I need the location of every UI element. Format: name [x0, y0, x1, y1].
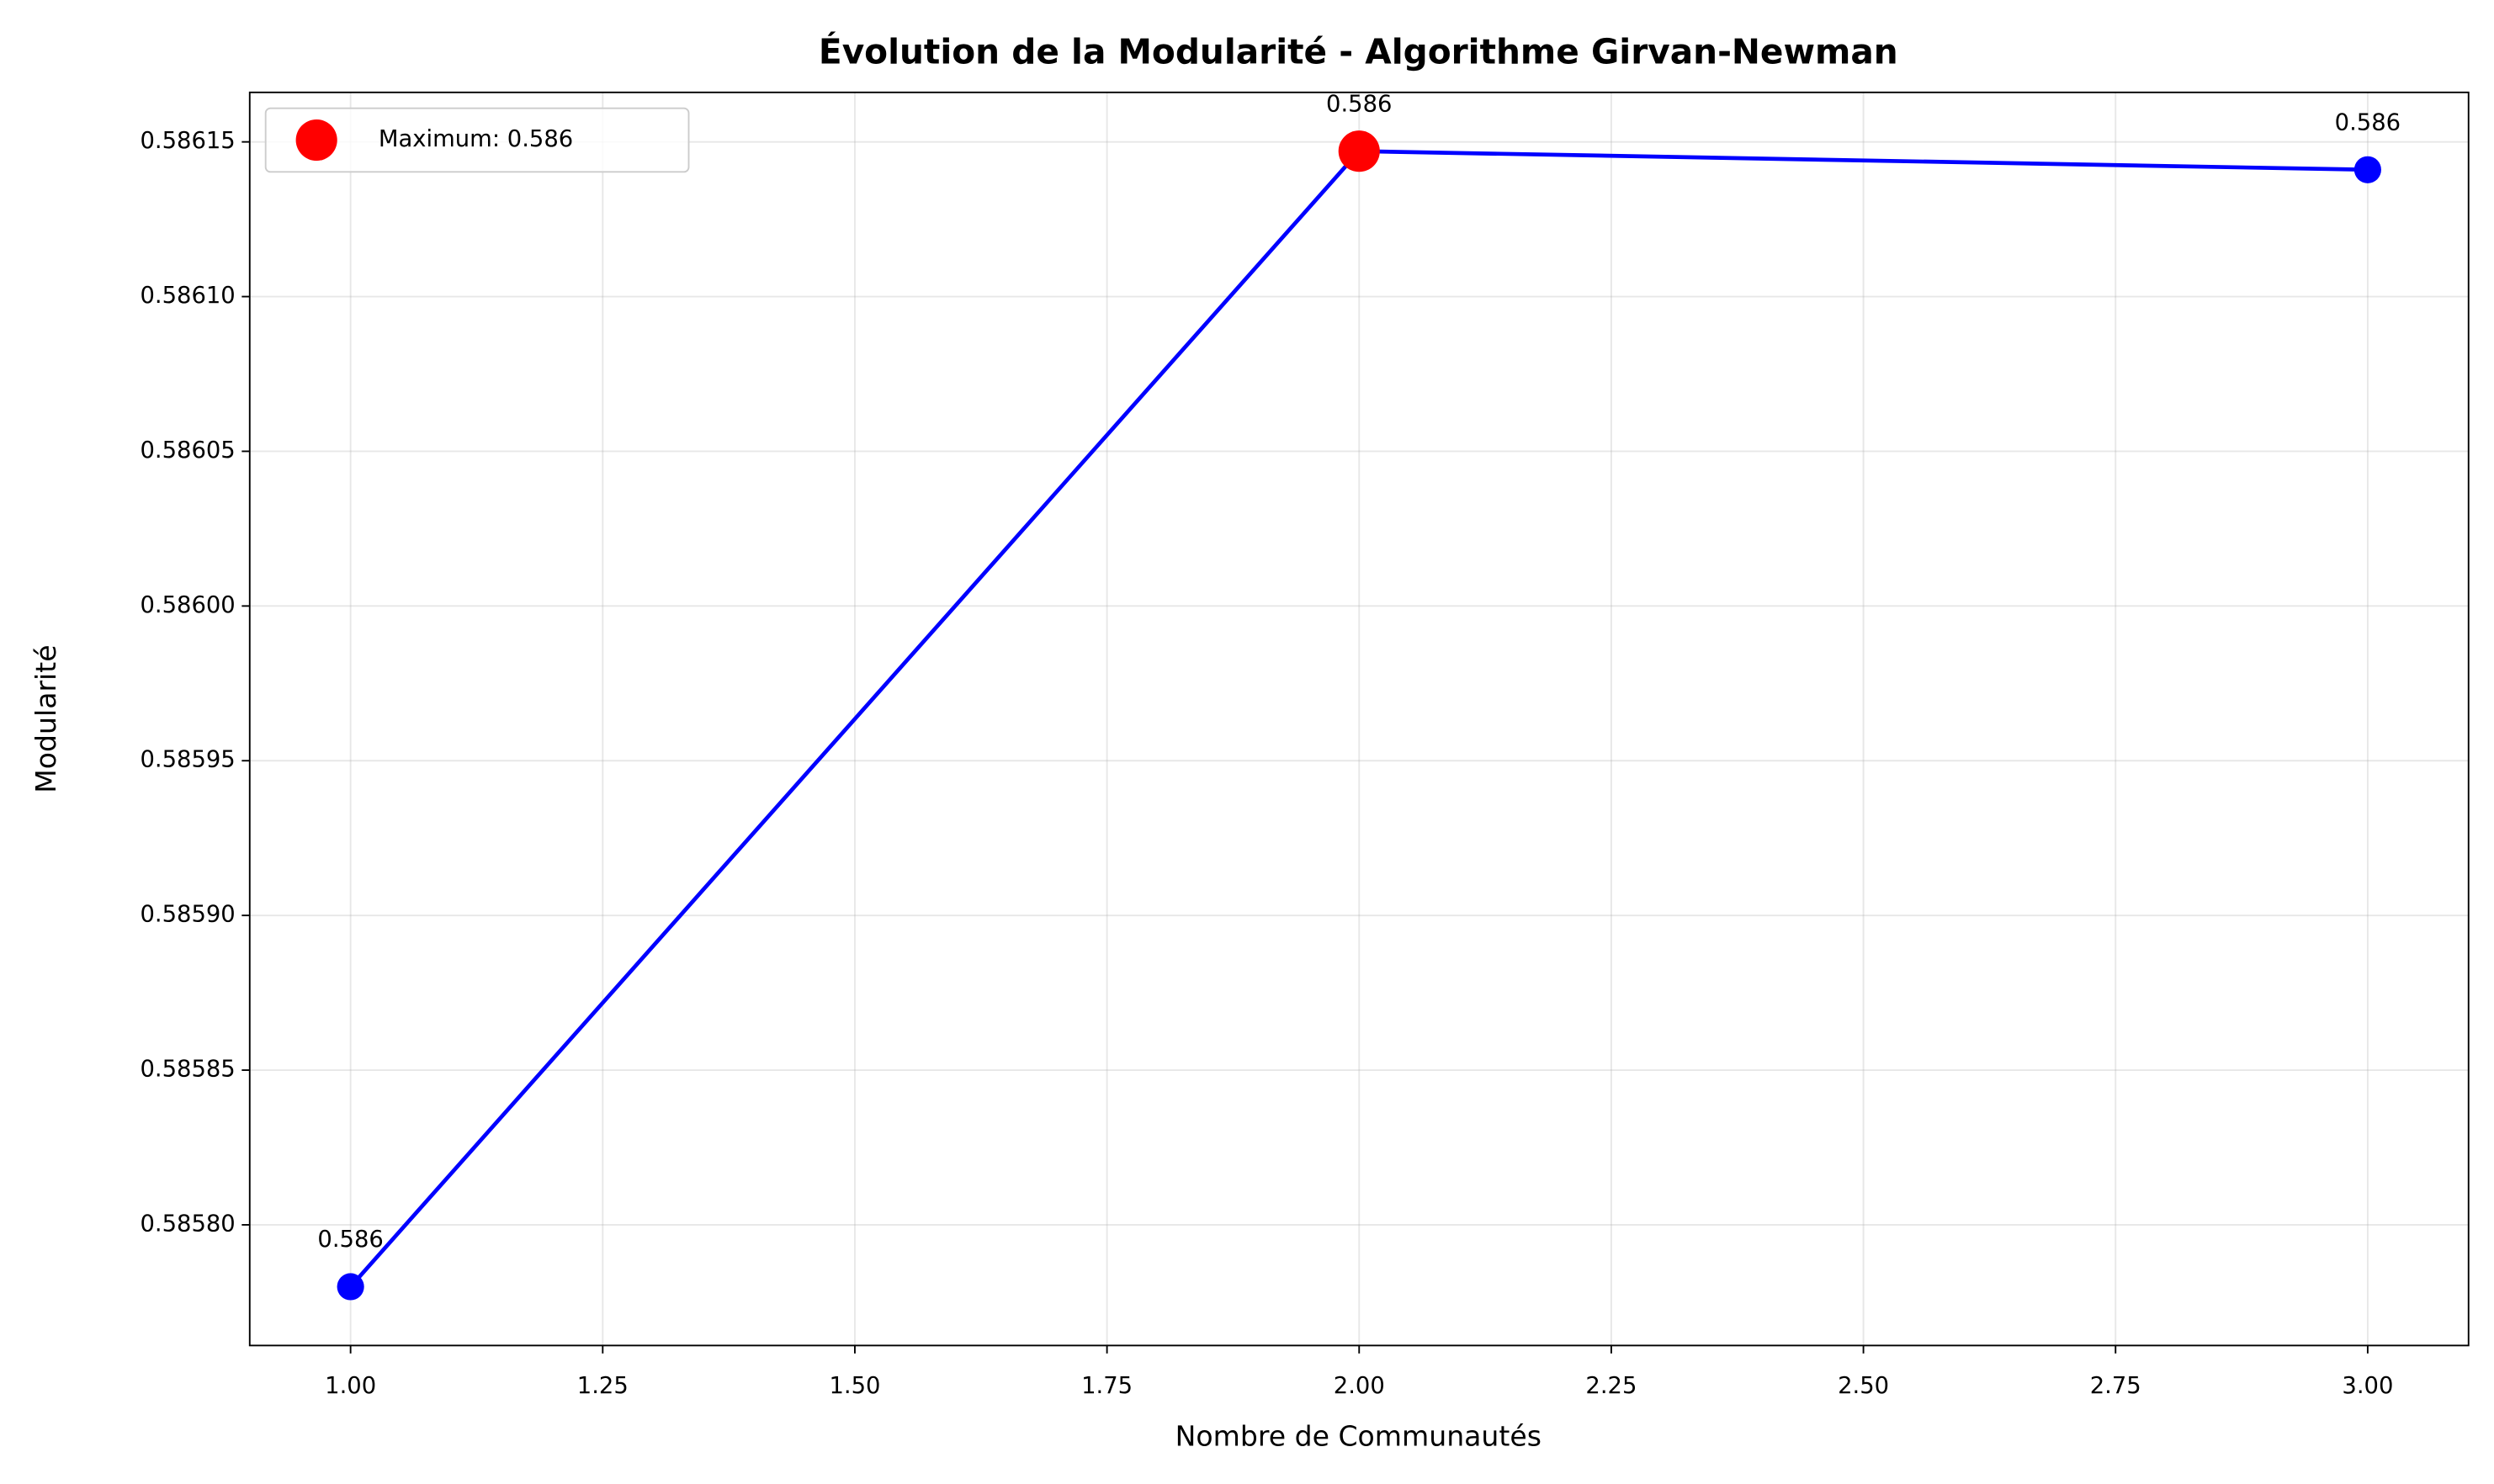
x-tick-label: 1.25 [577, 1373, 629, 1399]
legend-box [264, 107, 690, 173]
x-tick-label: 2.75 [2090, 1373, 2141, 1399]
x-tick-label: 1.50 [829, 1373, 880, 1399]
plot [337, 130, 2381, 1301]
point [337, 1273, 364, 1301]
data-label: 0.586 [1326, 91, 1392, 117]
x-tick-label: 1.00 [325, 1373, 376, 1399]
y-tick-label: 0.58610 [140, 283, 235, 309]
x-tick-label: 2.00 [1334, 1373, 1385, 1399]
y-tick-label: 0.58590 [140, 902, 235, 928]
legend-marker [295, 119, 337, 162]
legend: Maximum: 0.586 [264, 107, 690, 173]
plot-frame [248, 91, 2470, 1347]
y-tick-label: 0.58585 [140, 1057, 235, 1083]
y-tick-label: 0.58595 [140, 747, 235, 773]
max-marker [1338, 130, 1380, 172]
data-label: 0.586 [2335, 109, 2401, 135]
y-tick-label: 0.58615 [140, 128, 235, 154]
y-tick-label: 0.58605 [140, 437, 235, 464]
chart-title: Évolution de la Modularité - Algorithme … [819, 31, 1898, 72]
data-label: 0.586 [317, 1227, 383, 1253]
legend-label: Maximum: 0.586 [379, 126, 573, 152]
y-tick-label: 0.58580 [140, 1211, 235, 1237]
y-tick-label: 0.58600 [140, 592, 235, 618]
x-tick-label: 2.25 [1585, 1373, 1637, 1399]
point [2353, 156, 2381, 183]
x-axis-label: Nombre de Communautés [1175, 1420, 1542, 1453]
y-axis-label: Modularité [29, 644, 62, 792]
x-tick-label: 2.50 [1838, 1373, 1889, 1399]
x-tick-label: 1.75 [1081, 1373, 1133, 1399]
x-tick-label: 3.00 [2342, 1373, 2393, 1399]
grid [241, 92, 2469, 1354]
